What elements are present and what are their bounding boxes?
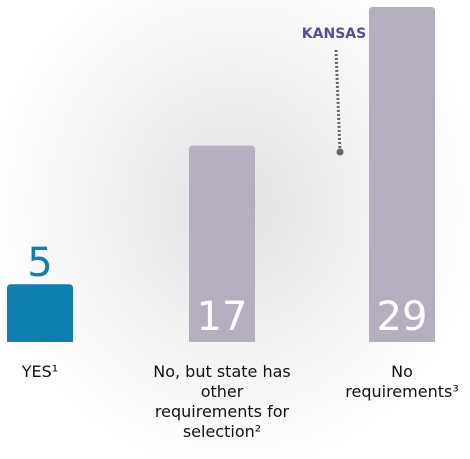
- value-label: 29: [377, 294, 428, 340]
- bar: [7, 284, 73, 342]
- annotation-dot: [336, 148, 344, 156]
- annotation: KANSAS: [302, 26, 366, 42]
- x-tick-label: YES¹: [21, 362, 59, 381]
- bar: [189, 145, 255, 342]
- x-tick-label: No, but state has other requirements for…: [153, 362, 291, 441]
- x-tick-label: No requirements³: [345, 362, 459, 401]
- value-label: 17: [197, 294, 248, 340]
- bar: [369, 7, 435, 342]
- value-label: 5: [27, 240, 52, 286]
- annotation-line: [334, 49, 342, 153]
